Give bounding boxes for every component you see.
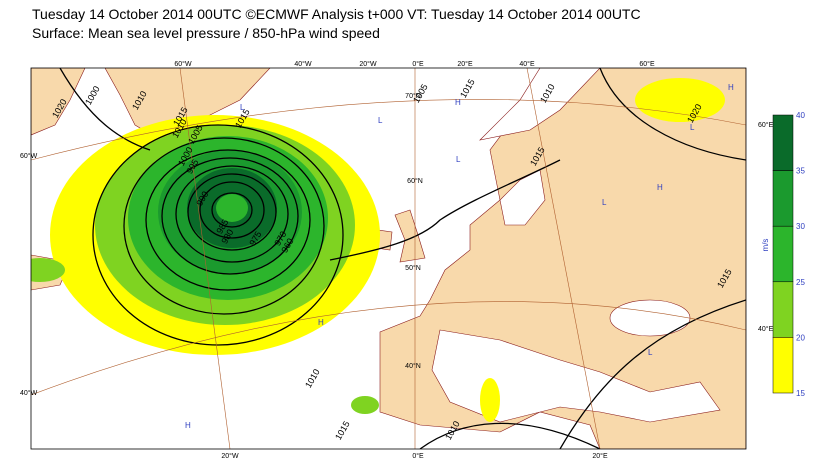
title: Tuesday 14 October 2014 00UTC ©ECMWF Ana… bbox=[32, 6, 641, 22]
pressure-centre: H bbox=[185, 421, 191, 430]
colorbar-label: 20 bbox=[796, 333, 805, 342]
pressure-centre: L bbox=[690, 123, 695, 132]
pressure-centre: L bbox=[378, 116, 383, 125]
graticule-label: 50°N bbox=[405, 264, 421, 272]
graticule-label: 60°W bbox=[20, 152, 38, 160]
pressure-centre: H bbox=[657, 183, 663, 192]
colorbar-band bbox=[772, 337, 794, 394]
graticule-label: 70°N bbox=[405, 92, 421, 100]
pressure-centre: L bbox=[602, 198, 607, 207]
colorbar-label: 40 bbox=[796, 111, 805, 120]
graticule-label: 40°E bbox=[758, 325, 774, 333]
graticule-label: 60°E bbox=[758, 121, 774, 129]
colorbar-unit: m/s bbox=[761, 239, 770, 252]
colorbar-band bbox=[772, 281, 794, 338]
colorbar-band bbox=[772, 114, 794, 171]
pressure-centre: H bbox=[728, 83, 734, 92]
graticule-label: 60°W bbox=[174, 60, 192, 68]
pressure-centre: L bbox=[648, 348, 653, 357]
pressure-centre: H bbox=[455, 98, 461, 107]
graticule-label: 40°E bbox=[519, 60, 535, 68]
colorbar-band bbox=[772, 170, 794, 227]
colorbar-label: 30 bbox=[796, 222, 805, 231]
map-frame bbox=[30, 67, 747, 450]
isobars bbox=[59, 68, 746, 449]
graticule-label: 20°E bbox=[592, 452, 608, 460]
graticule-label: 40°W bbox=[294, 60, 312, 68]
pressure-centre: L bbox=[456, 155, 461, 164]
colorbar-label: 25 bbox=[796, 278, 805, 287]
pressure-centre: L bbox=[240, 103, 245, 112]
graticule-label: 0°E bbox=[412, 452, 424, 460]
map bbox=[31, 68, 746, 449]
colorbar-label: 35 bbox=[796, 167, 805, 176]
graticule-lines bbox=[31, 68, 746, 449]
subtitle: Surface: Mean sea level pressure / 850-h… bbox=[32, 25, 380, 41]
graticule-label: 20°W bbox=[359, 60, 377, 68]
colorbar-band bbox=[772, 225, 794, 283]
graticule-label: 0°E bbox=[412, 60, 424, 68]
inland-seas bbox=[431, 68, 721, 423]
graticule-label: 60°E bbox=[639, 60, 655, 68]
graticule-label: 20°E bbox=[457, 60, 473, 68]
colorbar: 40 35 30 25 20 15 m/s bbox=[761, 111, 805, 398]
graticule-label: 40°W bbox=[20, 389, 38, 397]
colorbar-label: 15 bbox=[796, 389, 805, 398]
graticule-label: 60°N bbox=[407, 177, 423, 185]
graticule-label: 40°N bbox=[405, 362, 421, 370]
pressure-centre: H bbox=[318, 318, 324, 327]
graticule-label: 20°W bbox=[221, 452, 239, 460]
